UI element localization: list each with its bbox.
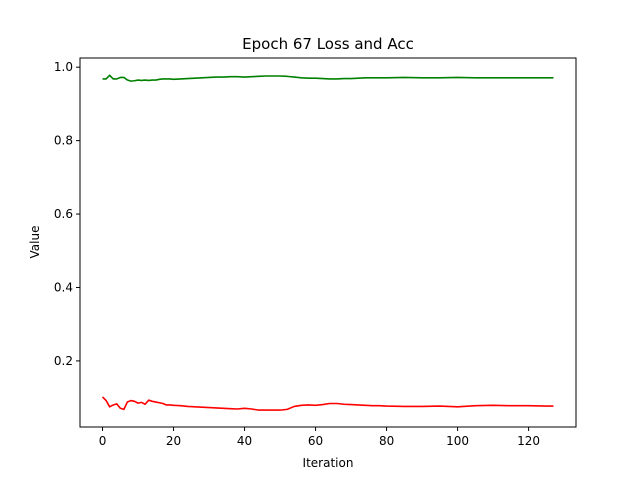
x-tick-label: 0: [99, 434, 107, 448]
y-tick-label: 1.0: [54, 60, 73, 74]
y-axis-ticks: 0.2 0.4 0.6 0.8 1.0: [54, 60, 80, 368]
plot-frame: [79, 57, 577, 428]
x-axis-label: Iteration: [303, 456, 354, 470]
y-tick-label: 0.2: [54, 354, 73, 368]
chart-title: Epoch 67 Loss and Acc: [242, 35, 414, 53]
x-tick-label: 60: [308, 434, 323, 448]
x-tick-label: 100: [446, 434, 469, 448]
plot-lines: [101, 74, 554, 411]
x-axis-ticks: 0 20 40 60 80 100 120: [99, 427, 540, 448]
y-tick-label: 0.6: [54, 207, 73, 221]
y-axis-label: Value: [28, 226, 42, 259]
x-tick-label: 20: [166, 434, 181, 448]
series-line-red: [101, 396, 554, 411]
y-tick-label: 0.8: [54, 134, 73, 148]
x-tick-label: 80: [379, 434, 394, 448]
x-tick-label: 40: [237, 434, 252, 448]
y-tick-label: 0.4: [54, 280, 73, 294]
series-line-green: [102, 74, 554, 82]
x-tick-label: 120: [517, 434, 540, 448]
